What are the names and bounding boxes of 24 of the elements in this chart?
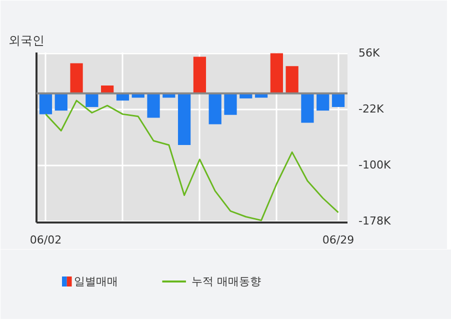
chart-title: 외국인	[8, 34, 44, 48]
bar	[270, 53, 283, 94]
bar	[54, 93, 68, 111]
bar	[301, 93, 314, 123]
bar	[316, 93, 330, 111]
legend-label: 일별매매	[74, 275, 118, 288]
y-tick-label: 56K	[358, 46, 380, 60]
x-tick-label: 06/02	[30, 234, 62, 246]
bar	[208, 93, 222, 124]
bar	[86, 93, 98, 108]
x-tick-label: 06/29	[322, 234, 354, 246]
bar	[178, 93, 191, 146]
bar	[147, 93, 160, 118]
bar	[332, 93, 345, 108]
line-series	[44, 100, 340, 222]
y-tick-label: -178K	[358, 214, 392, 228]
bar	[224, 93, 237, 115]
bar	[70, 63, 83, 94]
bar	[286, 66, 298, 94]
bar	[39, 93, 52, 114]
y-tick-label: -22K	[358, 102, 384, 116]
legend-label: 누적 매매동향	[192, 275, 262, 288]
bar	[193, 56, 206, 94]
y-tick-label: -100K	[358, 158, 392, 172]
